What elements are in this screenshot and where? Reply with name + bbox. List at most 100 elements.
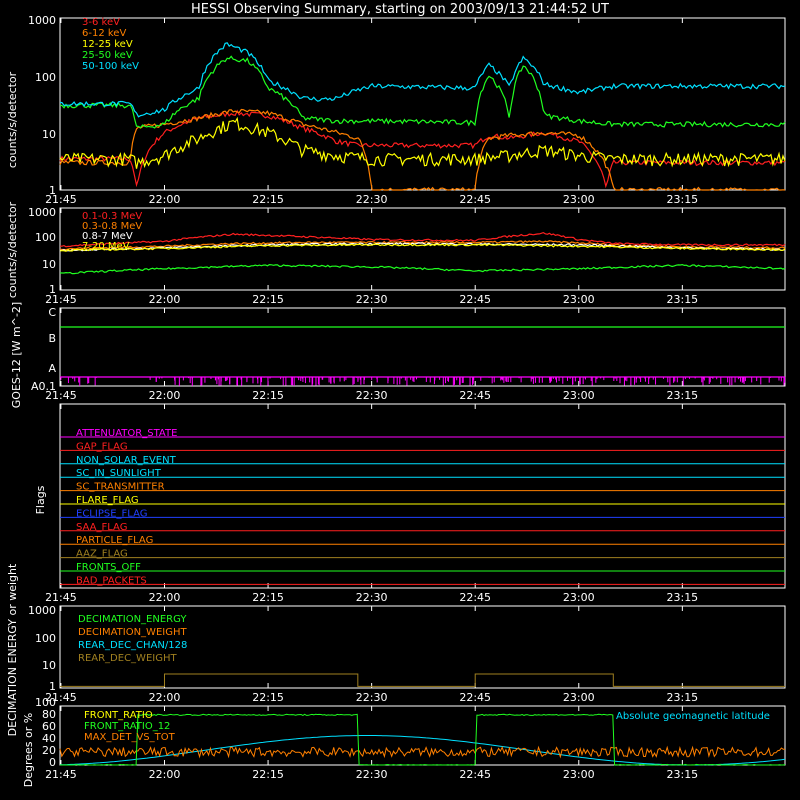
panel-frame xyxy=(59,17,786,191)
panel5-ytick: 1 xyxy=(49,680,56,693)
x-tick-label: 22:45 xyxy=(459,768,491,781)
panel5-ytick: 1000 xyxy=(28,604,56,617)
x-tick-label: 22:45 xyxy=(459,193,491,206)
panel1-ylabel: counts/s/detector xyxy=(6,71,19,168)
x-tick-label: 22:30 xyxy=(356,193,388,206)
panel1-ytick: 1 xyxy=(49,184,56,197)
panel6-ylabel: Degrees or % xyxy=(22,713,35,787)
panel2-ylabel: counts/s/detector xyxy=(6,201,19,298)
x-tick-label: 23:15 xyxy=(666,389,698,402)
legend-entry: 12-25 keV xyxy=(82,39,133,50)
flag-label: BAD_PACKETS xyxy=(76,575,147,586)
x-tick-label: 23:00 xyxy=(563,389,595,402)
legend-entry: 6-12 keV xyxy=(82,28,126,39)
panel1-ytick: 1000 xyxy=(28,14,56,27)
x-tick-label: 21:45 xyxy=(45,293,77,306)
panel3-ytick: A0.1 xyxy=(31,380,56,393)
panel2-ytick: 1000 xyxy=(28,206,56,219)
x-tick-label: 22:00 xyxy=(149,691,181,704)
x-tick-label: 22:15 xyxy=(252,691,284,704)
panel6-ytick: 0 xyxy=(49,756,56,769)
x-tick-label: 21:45 xyxy=(45,768,77,781)
dynamic-layer: 21:45 22:00 22:15 22:30 22:45 23:00 23:15 21:45… xyxy=(45,17,786,781)
x-tick-label: 23:00 xyxy=(563,591,595,604)
panel5-ytick: 100 xyxy=(35,632,56,645)
x-tick-label: 23:15 xyxy=(666,591,698,604)
series-line xyxy=(59,108,786,191)
legend-entry: MAX_DET_VS_TOT xyxy=(84,732,176,743)
legend-entry: DECIMATION_WEIGHT xyxy=(78,627,187,638)
panel-frame xyxy=(59,307,786,387)
panel2-ytick: 10 xyxy=(42,258,56,271)
panel-frame xyxy=(59,605,786,689)
panel6-ytick: 20 xyxy=(42,744,56,757)
panel2-ytick: 100 xyxy=(35,231,56,244)
x-tick-label: 22:00 xyxy=(149,768,181,781)
x-tick-label: 21:45 xyxy=(45,591,77,604)
legend-entry: FRONT_RATIO xyxy=(84,710,153,721)
panel6-ytick: 40 xyxy=(42,732,56,745)
panel1-ytick: 100 xyxy=(35,71,56,84)
legend-entry: 3-6 keV xyxy=(82,17,120,28)
legend-entry: 7-20 MeV xyxy=(82,241,130,252)
legend-entry: FRONT_RATIO_12 xyxy=(84,721,170,732)
flag-label: SAA_FLAG xyxy=(76,522,127,533)
x-tick-label: 22:15 xyxy=(252,768,284,781)
panel2-ytick: 1 xyxy=(49,283,56,296)
max-det-vs-tot-line xyxy=(59,745,786,759)
x-tick-label: 22:30 xyxy=(356,389,388,402)
flag-label: FRONTS_OFF xyxy=(76,562,141,573)
flag-label: ATTENUATOR_STATE xyxy=(76,428,177,439)
legend-entry: 0.3-0.8 MeV xyxy=(82,221,142,232)
x-tick-label: 22:15 xyxy=(252,193,284,206)
x-tick-label: 22:00 xyxy=(149,293,181,306)
legend-entry: REAR_DEC_CHAN/128 xyxy=(78,640,187,651)
x-tick-label: 22:00 xyxy=(149,193,181,206)
x-tick-label: 22:30 xyxy=(356,768,388,781)
panel1-ytick: 10 xyxy=(42,128,56,141)
legend-entry: REAR_DEC_WEIGHT xyxy=(78,653,177,664)
panel-frame xyxy=(59,403,786,589)
panel6-ytick: 100 xyxy=(35,696,56,709)
flag-label: AAZ_FLAG xyxy=(76,549,128,560)
panel6-ytick: 80 xyxy=(42,708,56,721)
flag-label: NON_SOLAR_EVENT xyxy=(76,455,177,466)
x-tick-label: 23:00 xyxy=(563,691,595,704)
chart-title: HESSI Observing Summary, starting on 200… xyxy=(191,2,609,17)
x-tick-label: 22:00 xyxy=(149,591,181,604)
x-tick-label: 23:00 xyxy=(563,193,595,206)
flag-label: FLARE_FLAG xyxy=(76,495,139,506)
x-tick-label: 22:45 xyxy=(459,293,491,306)
panel3-ytick: A xyxy=(48,362,56,375)
series-line xyxy=(59,109,786,189)
x-tick-label: 22:30 xyxy=(356,591,388,604)
panel4-ylabel: Flags xyxy=(34,485,47,514)
legend-entry: 0.1-0.3 MeV xyxy=(82,211,142,222)
flag-label: ECLIPSE_FLAG xyxy=(76,508,147,519)
front-ratio-12-line xyxy=(59,713,786,766)
x-tick-label: 22:15 xyxy=(252,293,284,306)
series-line xyxy=(59,263,786,275)
x-tick-label: 22:00 xyxy=(149,389,181,402)
series-line xyxy=(59,55,786,129)
panel5-ylabel: DECIMATION ENERGY or weight xyxy=(6,563,19,736)
legend-entry: 50-100 keV xyxy=(82,61,139,72)
x-tick-label: 22:30 xyxy=(356,691,388,704)
x-tick-label: 23:15 xyxy=(666,193,698,206)
x-tick-label: 22:45 xyxy=(459,389,491,402)
x-tick-label: 22:30 xyxy=(356,293,388,306)
x-tick-label: 23:15 xyxy=(666,768,698,781)
x-tick-label: 22:45 xyxy=(459,591,491,604)
panel3-ylabel: GOES-12 [W m^-2] xyxy=(10,302,23,408)
series-line xyxy=(59,42,786,118)
x-tick-label: 23:15 xyxy=(666,293,698,306)
flag-label: SC_IN_SUNLIGHT xyxy=(76,468,162,479)
panel6-ytick: 60 xyxy=(42,720,56,733)
flag-label: SC_TRANSMITTER xyxy=(76,482,165,493)
x-tick-label: 21:45 xyxy=(45,389,77,402)
panel3-ytick: B xyxy=(48,332,56,345)
x-tick-label: 23:15 xyxy=(666,691,698,704)
